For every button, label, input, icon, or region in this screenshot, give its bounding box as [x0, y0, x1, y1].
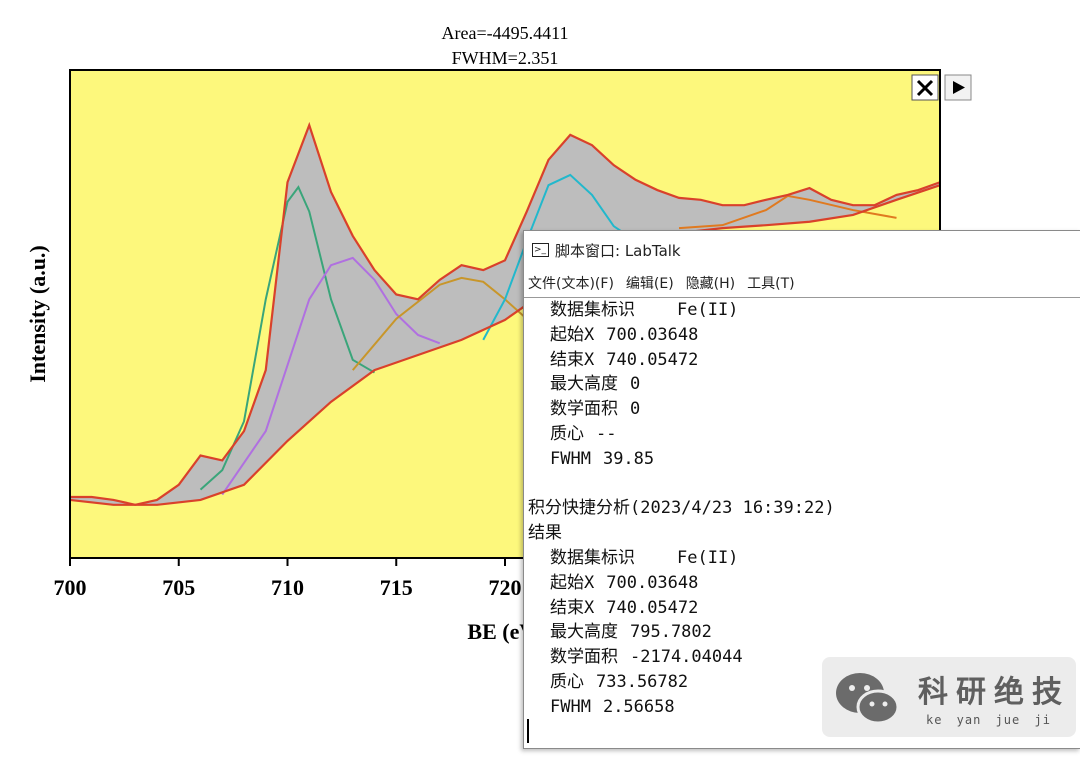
output-row: 数学面积 -2174.04044	[528, 645, 835, 670]
text-cursor	[527, 719, 529, 743]
menu-item[interactable]: 工具(T)	[747, 276, 795, 292]
eye	[869, 701, 875, 707]
eye	[882, 701, 888, 707]
row-label: FWHM	[550, 448, 591, 469]
row-label: 结束X	[550, 349, 595, 370]
row-value: 733.56782	[596, 671, 689, 692]
output-row: 质心 --	[528, 422, 835, 447]
x-tick-label: 705	[162, 575, 195, 600]
output-row: FWHM 2.56658	[528, 695, 835, 720]
row-label: 起始X	[550, 572, 595, 593]
data-line	[70, 121, 941, 506]
row-value: 700.03648	[606, 572, 699, 593]
output-row: FWHM 39.85	[528, 447, 835, 472]
row-value: Fe(II)	[677, 300, 739, 320]
output-block: 积分快捷分析(2023/4/23 16:39:22) 结果数据集标识 Fe(II) 起…	[528, 496, 835, 719]
row-label: 最大高度	[550, 622, 618, 643]
row-value: 0	[630, 374, 641, 395]
output-row: 质心 733.56782	[528, 670, 835, 695]
watermark-subtitle: ke yan jue ji	[926, 713, 1051, 727]
watermark-title: 科研绝技	[918, 675, 1070, 710]
row-value: Fe(II)	[677, 547, 739, 568]
row-value: 0	[630, 399, 641, 420]
output-heading: 积分快捷分析(2023/4/23 16:39:22)	[528, 498, 835, 519]
window-title-bar: >_ 脚本窗口: LabTalk	[524, 231, 1080, 269]
output-row: 数学面积 0	[528, 397, 835, 422]
bubble	[856, 689, 900, 725]
row-value: 700.03648	[606, 324, 699, 345]
menu-item[interactable]: 编辑(E)	[625, 276, 674, 292]
watermark: 科研绝技 ke yan jue ji	[822, 657, 1076, 737]
data-line	[221, 256, 441, 496]
chart-title: Area=-4495.4411	[442, 23, 569, 43]
x-tick-label: 700	[54, 575, 87, 600]
wechat-logo	[836, 673, 900, 725]
output-row: 结束X 740.05472	[528, 348, 835, 373]
close-icon[interactable]	[916, 79, 934, 97]
y-axis-label: Intensity (a.u.)	[25, 245, 50, 383]
row-value: --	[596, 423, 617, 444]
row-value: 39.85	[602, 448, 655, 469]
menu-item[interactable]: 文件(文本)(F)	[528, 276, 614, 292]
output-row: 起始X 700.03648	[528, 571, 835, 596]
output-row: 起始X 700.03648	[528, 323, 835, 348]
row-label: 数据集标识	[550, 300, 635, 320]
menu-item[interactable]: 隐藏(H)	[685, 276, 736, 292]
script-window[interactable]: >_ 脚本窗口: LabTalk 文件(文本)(F) 编辑(E) 隐藏(H) 工具(T…	[523, 230, 1080, 749]
window-icon: >_	[532, 243, 549, 257]
row-label: 结束X	[550, 597, 595, 618]
row-value: 795.7802	[630, 622, 712, 643]
eye	[849, 685, 855, 691]
row-label: 数据集标识	[550, 547, 635, 568]
row-value: -2174.04044	[630, 647, 743, 668]
script-output[interactable]: 数据集标识 Fe(II) 起始X 700.03648 结束X 740.05472 最大高度 0…	[528, 298, 835, 720]
row-label: 起始X	[550, 324, 595, 345]
output-row: 数据集标识 Fe(II)	[528, 298, 835, 323]
row-label: 质心	[550, 671, 584, 692]
row-label: FWHM	[550, 696, 591, 717]
row-value: 740.05472	[606, 597, 699, 618]
row-label: 数学面积	[550, 647, 618, 668]
chart-subtitle: FWHM=2.351	[452, 48, 559, 68]
x-tick-label: 720	[489, 575, 522, 600]
output-row: 最大高度 795.7802	[528, 620, 835, 645]
x-tick-label: 710	[271, 575, 304, 600]
output-row: 最大高度 0	[528, 372, 835, 397]
row-value: 2.56658	[602, 696, 675, 717]
play-button[interactable]	[944, 74, 972, 101]
play-icon[interactable]	[953, 81, 965, 94]
output-row: 数据集标识 Fe(II)	[528, 546, 835, 571]
x-tick-label: 715	[380, 575, 413, 600]
menu-bar: 文件(文本)(F) 编辑(E) 隐藏(H) 工具(T)	[524, 269, 1080, 298]
output-block: 数据集标识 Fe(II) 起始X 700.03648 结束X 740.05472 最大高度 0…	[528, 298, 835, 472]
row-label: 最大高度	[550, 374, 618, 395]
window-title: 脚本窗口: LabTalk	[555, 241, 681, 260]
output-row: 结束X 740.05472	[528, 596, 835, 621]
row-label: 数学面积	[550, 399, 618, 420]
output-subheading: 结果	[528, 523, 562, 544]
close-button[interactable]	[911, 74, 939, 101]
row-value: 740.05472	[606, 349, 699, 370]
row-label: 质心	[550, 423, 584, 444]
eye	[864, 685, 870, 691]
data-line	[69, 184, 941, 506]
